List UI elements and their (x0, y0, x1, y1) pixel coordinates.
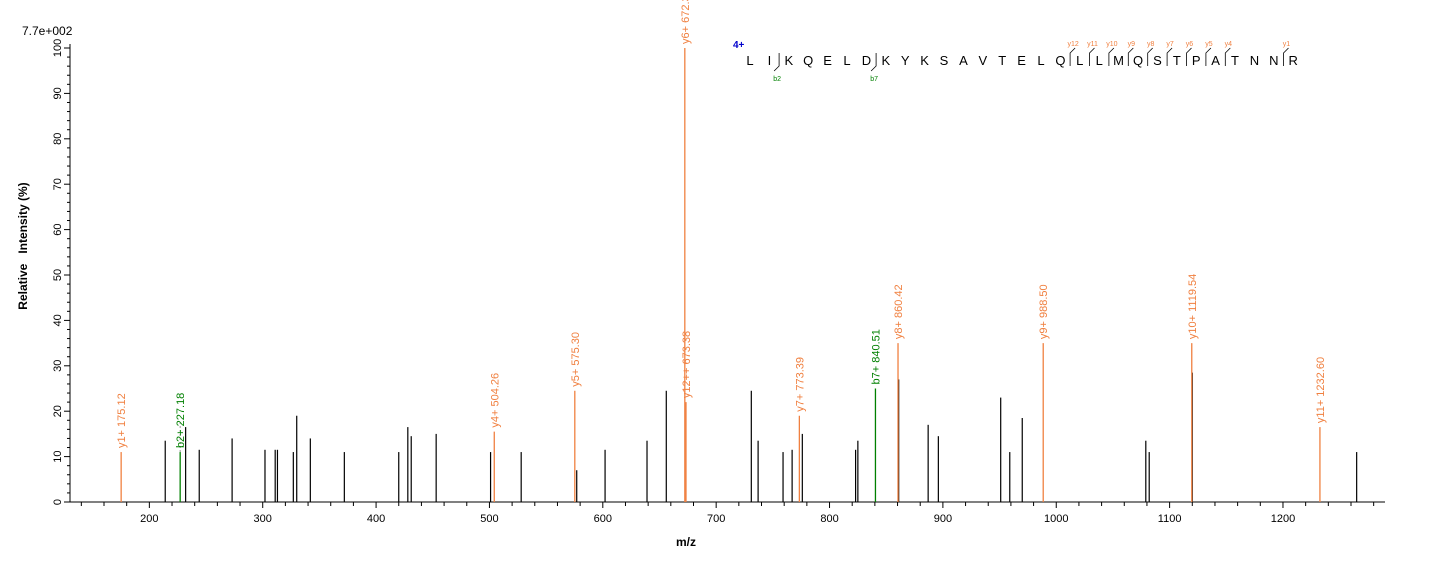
sequence-residue: L (843, 53, 850, 68)
y-tick-label: 40 (52, 314, 64, 326)
peak-label: y9+ 988.50 (1038, 284, 1050, 339)
peak-label: y10+ 1119.54 (1187, 274, 1199, 339)
y-tick-label: 0 (52, 499, 64, 505)
peak-label: y1+ 175.12 (116, 393, 128, 448)
sequence-residue: N (1250, 53, 1259, 68)
sequence-residue: L (746, 53, 753, 68)
x-tick-label: 800 (820, 513, 838, 525)
sequence-residue: D (862, 53, 871, 68)
peak-label: y5+ 575.30 (570, 332, 582, 387)
y-ion-cleavage-mark (1166, 47, 1173, 66)
x-tick-label: 1200 (1271, 513, 1295, 525)
sequence-residue: K (784, 53, 793, 68)
peak-label: y11+ 1232.60 (1315, 357, 1327, 423)
x-tick-label: 400 (367, 513, 385, 525)
y-ion-cleavage-mark (1186, 47, 1192, 66)
peak-label: y7+ 773.39 (794, 357, 806, 412)
y-ion-cleavage-mark (1089, 47, 1095, 66)
sequence-residue: A (1211, 53, 1220, 68)
y-ion-tag: y12 (1067, 41, 1078, 48)
y-ion-tag: y7 (1166, 41, 1174, 48)
x-axis-ticks: 200 300 400 500 600 700 800 900 1000 1100 1200 (80, 502, 1375, 525)
charge-state-label: 4+ (733, 40, 745, 51)
y-ion-cleavage-mark (1224, 47, 1231, 66)
x-tick-label: 500 (480, 513, 498, 525)
peak-label: y12++ 673.38 (681, 331, 693, 398)
peak-label: b2+ 227.18 (175, 393, 187, 448)
b-ion-tag: b2 (773, 76, 781, 83)
peak-label: y4+ 504.26 (489, 373, 501, 428)
y-tick-label: 100 (52, 39, 64, 57)
x-tick-label: 1000 (1044, 513, 1068, 525)
y-ion-cleavage-mark (1147, 47, 1153, 66)
y-ion-tag: y9 (1128, 41, 1136, 48)
y-tick-label: 30 (52, 360, 64, 372)
sequence-residue: P (1192, 53, 1201, 68)
x-tick-label: 700 (707, 513, 725, 525)
sequence-residue: N (1269, 53, 1278, 68)
peak-bars (164, 372, 1358, 502)
sequence-residue: L (1037, 53, 1044, 68)
y-ion-cleavage-mark (1127, 47, 1134, 66)
peak-label: y6+ 672.35 (680, 0, 692, 44)
b-ion-cleavage-mark (870, 53, 877, 72)
y-ion-tag: y10 (1106, 41, 1117, 48)
y-tick-label: 10 (52, 450, 64, 462)
sequence-residue: E (1017, 53, 1026, 68)
y-tick-label: 90 (52, 87, 64, 99)
y-tick-label: 70 (52, 178, 64, 190)
sequence-residue: K (881, 53, 890, 68)
y-tick-label: 20 (52, 405, 64, 417)
b-ion-cleavage-mark (773, 53, 780, 72)
sequence-residue: Y (901, 53, 910, 68)
y-ion-tag: y6 (1186, 41, 1194, 48)
y-tick-label: 60 (52, 223, 64, 235)
y-ion-cleavage-mark (1069, 47, 1076, 66)
x-tick-label: 200 (140, 513, 158, 525)
sequence-residue: T (998, 53, 1006, 68)
y-axis-ticks: 0 10 20 30 40 50 60 70 80 90 100 (52, 39, 70, 505)
intensity-scale-label: 7.7e+002 (22, 24, 73, 38)
sequence-residue: M (1113, 53, 1124, 68)
sequence-residue: S (940, 53, 949, 68)
sequence-residue: R (1289, 53, 1298, 68)
peak-label: y8+ 860.42 (893, 284, 905, 339)
sequence-residue: Q (1055, 53, 1065, 68)
peak-label: b7+ 840.51 (870, 329, 882, 384)
sequence-residue: T (1173, 53, 1181, 68)
sequence-residue: A (959, 53, 968, 68)
y-ion-tag: y8 (1147, 41, 1155, 48)
y-tick-label: 50 (52, 269, 64, 281)
x-tick-label: 300 (254, 513, 272, 525)
sequence-residue: E (823, 53, 832, 68)
y-axis-title: Relative Intensity (%) (16, 182, 30, 309)
x-tick-label: 600 (594, 513, 612, 525)
y-tick-label: 80 (52, 133, 64, 145)
y-ion-tag: y4 (1225, 41, 1233, 48)
y-ion-tag: y1 (1283, 41, 1291, 48)
b-ion-tag: b7 (870, 76, 878, 83)
sequence-residue: V (978, 53, 987, 68)
sequence-residue: Q (803, 53, 813, 68)
sequence-residue: S (1153, 53, 1162, 68)
x-tick-label: 900 (934, 513, 952, 525)
sequence-residue: L (1096, 53, 1103, 68)
x-tick-label: 1100 (1158, 513, 1182, 525)
sequence-residue: Q (1133, 53, 1143, 68)
y-ion-cleavage-mark (1108, 47, 1115, 66)
sequence-residue: T (1231, 53, 1239, 68)
sequence-residue: K (920, 53, 929, 68)
y-ion-cleavage-mark (1205, 47, 1212, 66)
y-ion-tag: y5 (1205, 41, 1213, 48)
sequence-residue: L (1076, 53, 1083, 68)
y-ion-cleavage-mark (1283, 47, 1289, 66)
sequence-residue: I (768, 53, 772, 68)
annotated-peaks: y1+ 175.12 b2+ 227.18 y4+ 504.26 y5+ 575.30… (116, 0, 1327, 502)
y-ion-tag: y11 (1087, 41, 1098, 48)
x-axis-title: m/z (676, 535, 696, 549)
